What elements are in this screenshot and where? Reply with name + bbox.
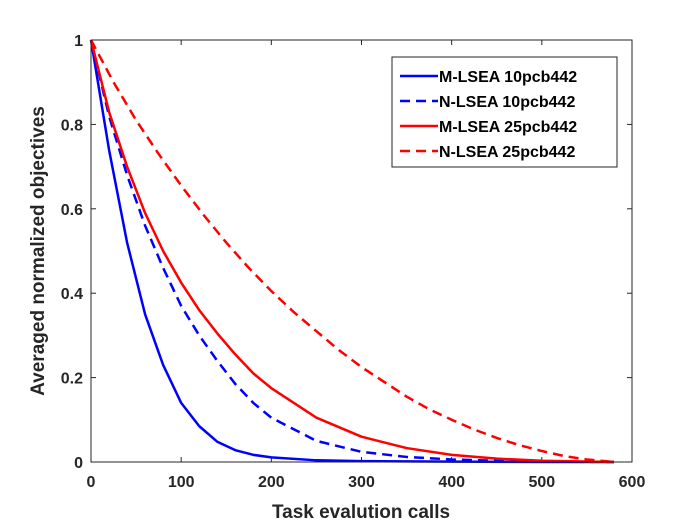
plot-frame [90, 39, 633, 463]
y-tick-label: 1 [74, 33, 83, 50]
legend-label: M-LSEA 25pcb442 [439, 119, 577, 136]
y-axis-label: Averaged normalized objectives [28, 106, 49, 396]
x-tick-labels: 0 100 200 300 400 500 600 [87, 474, 646, 491]
x-tick-label: 100 [168, 474, 195, 491]
series-lines [89, 39, 615, 464]
y-tick-label: 0.6 [61, 202, 83, 219]
x-tick-label: 500 [528, 474, 555, 491]
series-line-m-lsea-10pcb442 [89, 39, 614, 464]
x-tick-label: 600 [619, 474, 646, 491]
series-line-n-lsea-10pcb442 [89, 39, 614, 464]
series-line-n-lsea-25pcb442 [89, 39, 615, 464]
x-tick-label: 200 [258, 474, 285, 491]
series-line-m-lsea-25pcb442 [89, 39, 614, 464]
y-tick-label: 0.8 [61, 117, 83, 134]
y-tick-label: 0 [74, 455, 83, 472]
y-tick-label: 0.4 [61, 286, 83, 303]
legend: M-LSEA 10pcb442 N-LSEA 10pcb442 M-LSEA 25p… [391, 56, 618, 168]
x-tick-label: 0 [87, 474, 96, 491]
y-tick-labels: 0 0.2 0.4 0.6 0.8 1 [61, 33, 83, 472]
x-tick-label: 300 [348, 474, 375, 491]
legend-label: M-LSEA 10pcb442 [439, 69, 577, 86]
legend-label: N-LSEA 10pcb442 [439, 94, 575, 111]
x-tick-label: 400 [438, 474, 465, 491]
y-tick-label: 0.2 [61, 371, 83, 388]
x-axis-label: Task evalution calls [272, 502, 450, 523]
legend-label: N-LSEA 25pcb442 [439, 144, 575, 161]
